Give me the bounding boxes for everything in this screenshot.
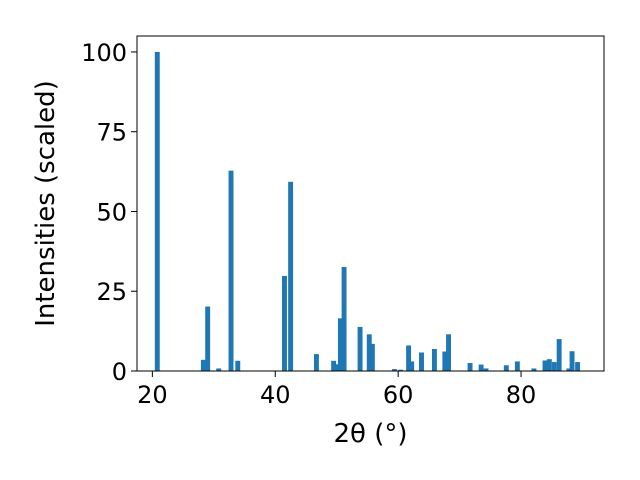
- x-tick-label: 20: [137, 381, 168, 409]
- bar: [357, 326, 363, 371]
- x-tick-label: 40: [260, 381, 291, 409]
- y-ticks: 0 25 50 75 100: [81, 39, 137, 386]
- bar: [341, 266, 347, 371]
- bar: [483, 368, 489, 371]
- bar: [200, 359, 206, 371]
- bar: [205, 306, 211, 371]
- y-tick-label: 25: [96, 278, 127, 306]
- bar: [503, 365, 509, 371]
- bar: [467, 363, 473, 371]
- bar: [282, 275, 287, 371]
- bar: [313, 354, 319, 371]
- bar: [551, 362, 557, 371]
- bar: [531, 368, 537, 371]
- bar: [228, 170, 234, 371]
- bar: [478, 364, 484, 371]
- bar: [337, 318, 343, 371]
- bar: [569, 351, 575, 371]
- bar: [369, 343, 375, 371]
- bar: [154, 51, 160, 371]
- bar: [575, 362, 581, 371]
- y-axis-label: Intensities (scaled): [31, 80, 61, 327]
- x-ticks: 20 40 60 80: [137, 371, 536, 409]
- bar: [216, 368, 222, 371]
- bar: [366, 334, 372, 371]
- bar: [235, 360, 241, 371]
- bar: [409, 361, 415, 371]
- x-tick-label: 80: [506, 381, 537, 409]
- y-tick-label: 0: [112, 358, 127, 386]
- bar: [419, 352, 424, 371]
- bar: [514, 361, 520, 371]
- bar: [406, 345, 412, 371]
- bar: [398, 369, 404, 371]
- bar: [542, 360, 548, 371]
- y-tick-label: 75: [96, 119, 127, 147]
- y-tick-label: 100: [81, 39, 127, 67]
- bar: [392, 369, 397, 371]
- bars-group: [154, 51, 581, 371]
- y-tick-label: 50: [96, 198, 127, 226]
- bar: [556, 339, 562, 371]
- bar: [442, 351, 448, 371]
- bar: [288, 181, 294, 371]
- bar: [431, 348, 437, 371]
- bar: [331, 360, 337, 371]
- x-tick-label: 60: [383, 381, 414, 409]
- plot-frame: [136, 35, 605, 372]
- bar: [446, 334, 451, 371]
- bar: [546, 359, 552, 371]
- bar: [566, 368, 572, 371]
- x-axis-label: 2θ (°): [333, 419, 407, 449]
